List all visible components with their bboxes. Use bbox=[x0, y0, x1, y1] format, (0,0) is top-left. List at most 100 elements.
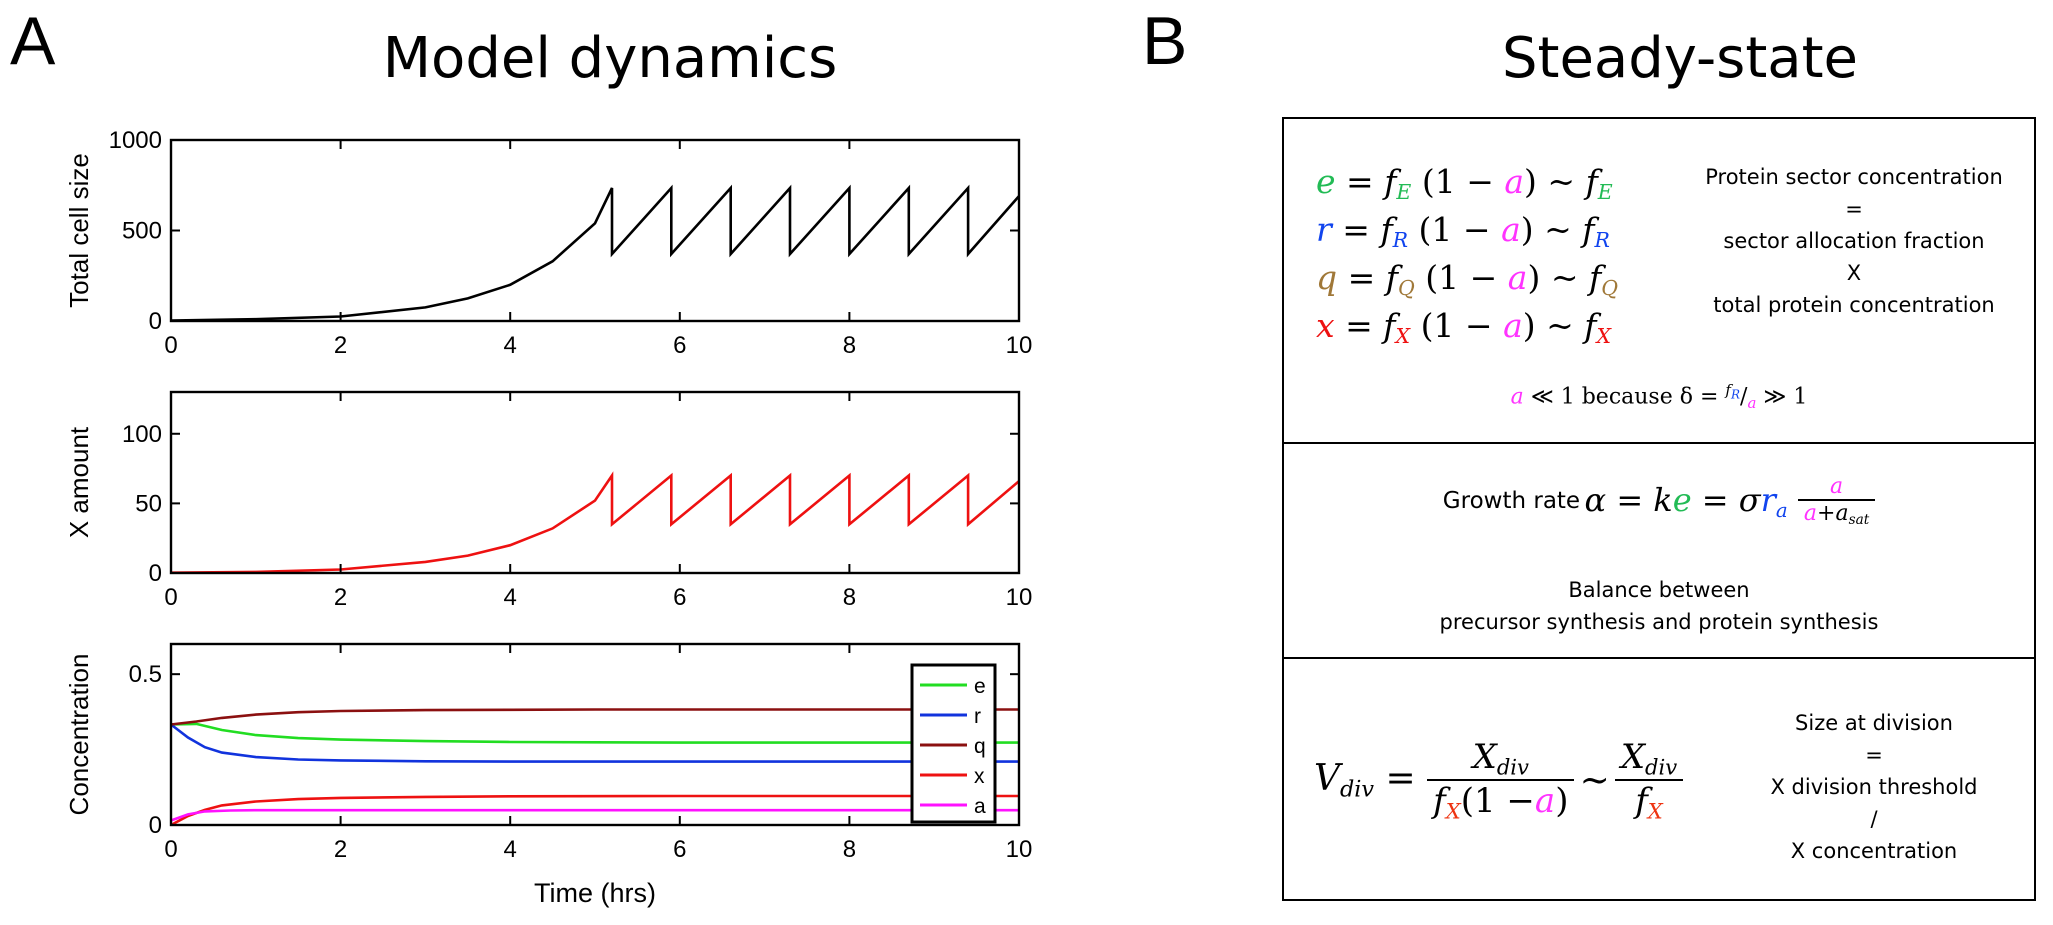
note-a-symbol: a bbox=[1510, 384, 1524, 410]
a-symbol: a bbox=[1507, 258, 1528, 298]
x-div-sub: div bbox=[1496, 754, 1529, 780]
x-tick-label: 2 bbox=[334, 836, 347, 863]
panel-b-letter: B bbox=[1142, 3, 1188, 79]
balance-line-1: Balance between bbox=[1568, 578, 1750, 602]
f-sub: E bbox=[1396, 180, 1412, 205]
growth-rate-equation: Growth rate α = ke = σra a a+asat bbox=[1284, 474, 2034, 528]
x-div-sub: div bbox=[1645, 754, 1678, 780]
note-f-symbol: f bbox=[1725, 381, 1731, 399]
den-asat: a bbox=[1835, 501, 1849, 526]
fraction-numerator: a bbox=[1797, 474, 1876, 501]
tilde-sign: ~ bbox=[1546, 306, 1574, 346]
x-tick-label: 0 bbox=[164, 584, 177, 611]
f-symbol: f bbox=[1383, 306, 1396, 346]
plot-frame bbox=[169, 390, 1021, 575]
sector-allocation-box: e = fE (1 − a) ~ fE r = fR (1 − a) ~ fR q … bbox=[1282, 117, 2036, 444]
division-desc-line: X division threshold bbox=[1770, 775, 1978, 799]
series-line-1-0 bbox=[170, 471, 1020, 574]
a-symbol: a bbox=[1504, 162, 1525, 201]
tilde-sign: ~ bbox=[1547, 162, 1576, 201]
y-axis-label: X amount bbox=[64, 426, 94, 538]
den-open: (1 − bbox=[1460, 781, 1535, 822]
division-desc-line: X concentration bbox=[1790, 839, 1958, 863]
panel-b-title: Steady-state bbox=[1501, 26, 1859, 91]
f-sub: X bbox=[1395, 324, 1411, 349]
growth-rate-prefix: Growth rate bbox=[1442, 488, 1581, 515]
y-tick-label: 0 bbox=[149, 812, 162, 839]
paren-open: (1 − bbox=[1420, 306, 1493, 346]
sector-equation-row: r = fR (1 − a) ~ fR bbox=[1316, 211, 1618, 259]
equals-sign: = bbox=[1346, 162, 1374, 201]
division-size-box: Vdiv = Xdiv fX(1 −a) ~ Xdiv fX Size at d… bbox=[1282, 657, 2036, 901]
y-tick-label: 0 bbox=[149, 560, 162, 587]
a-symbol: a bbox=[1503, 306, 1523, 346]
panel-a-title: Model dynamics bbox=[382, 26, 838, 91]
k-symbol: k bbox=[1653, 480, 1673, 519]
paren-open: (1 − bbox=[1421, 162, 1494, 201]
note-end: ≫ 1 bbox=[1763, 384, 1808, 410]
den-asat-sub: sat bbox=[1848, 512, 1870, 529]
sigma-symbol: σ bbox=[1738, 480, 1761, 519]
series-line-r bbox=[170, 723, 1019, 763]
sector-desc-line: total protein concentration bbox=[1713, 293, 1995, 317]
assumption-note: a ≪ 1 because δ = fR/a ≫ 1 bbox=[1284, 381, 2034, 412]
paren-close: ) bbox=[1520, 210, 1534, 250]
x-tick-label: 8 bbox=[843, 584, 856, 611]
f-symbol: f bbox=[1589, 258, 1602, 298]
e-symbol: e bbox=[1672, 480, 1692, 519]
y-axis-label: Concentration bbox=[64, 654, 94, 816]
legend-label-a: a bbox=[974, 795, 986, 818]
x-tick-label: 6 bbox=[673, 584, 686, 611]
f-sub: R bbox=[1392, 228, 1409, 253]
equals-sign: = bbox=[1385, 757, 1416, 799]
series-line-q bbox=[170, 708, 1019, 726]
y-tick-label: 50 bbox=[135, 490, 162, 517]
sector-variable: q bbox=[1316, 258, 1338, 298]
series-line-a bbox=[170, 808, 1019, 822]
plot-frame bbox=[169, 642, 1021, 827]
saturation-fraction: a a+asat bbox=[1797, 474, 1876, 529]
sector-desc-line: Protein sector concentration bbox=[1705, 165, 2003, 189]
f-sub: R bbox=[1594, 228, 1610, 253]
equals-sign: = bbox=[1701, 480, 1729, 519]
r-symbol: r bbox=[1760, 480, 1776, 519]
tilde-sign: ~ bbox=[1544, 210, 1572, 250]
balance-line-2: precursor synthesis and protein synthesi… bbox=[1439, 610, 1879, 634]
den-a-symbol: a bbox=[1534, 781, 1556, 822]
equals-sign: = bbox=[1345, 306, 1373, 346]
sector-equation-row: e = fE (1 − a) ~ fE bbox=[1316, 163, 1618, 211]
f-symbol: f bbox=[1385, 258, 1398, 298]
x-tick-label: 10 bbox=[1006, 332, 1033, 359]
f-sub: X bbox=[1596, 324, 1612, 349]
x-tick-label: 4 bbox=[504, 584, 517, 611]
f-sub: X bbox=[1647, 798, 1663, 824]
sector-description: Protein sector concentration = sector al… bbox=[1684, 161, 2024, 321]
f-sub: Q bbox=[1398, 276, 1415, 301]
x-tick-label: 10 bbox=[1006, 584, 1033, 611]
f-symbol: f bbox=[1433, 781, 1446, 822]
legend-label-q: q bbox=[974, 735, 986, 758]
x-tick-label: 2 bbox=[334, 332, 347, 359]
den-close: ) bbox=[1555, 781, 1569, 822]
x-div-symbol: X bbox=[1472, 737, 1497, 777]
paren-close: ) bbox=[1527, 258, 1541, 298]
note-slash: / bbox=[1740, 384, 1748, 410]
y-tick-label: 0 bbox=[149, 308, 162, 335]
x-tick-label: 0 bbox=[164, 836, 177, 863]
y-tick-label: 100 bbox=[122, 421, 162, 448]
panel-a-letter: A bbox=[10, 3, 56, 79]
equals-sign: = bbox=[1342, 210, 1370, 250]
note-a2-symbol: a bbox=[1747, 393, 1757, 412]
den-a: a bbox=[1803, 501, 1818, 526]
f-sub: E bbox=[1597, 180, 1613, 205]
a-symbol: a bbox=[1501, 210, 1521, 250]
f-sub: X bbox=[1445, 798, 1461, 824]
y-tick-label: 0.5 bbox=[129, 661, 162, 688]
division-fraction-1: Xdiv fX(1 −a) bbox=[1427, 737, 1575, 824]
f-symbol: f bbox=[1384, 162, 1397, 201]
y-tick-label: 1000 bbox=[109, 127, 162, 154]
f-symbol: f bbox=[1584, 306, 1597, 346]
division-desc-line: / bbox=[1870, 807, 1878, 831]
x-tick-label: 6 bbox=[673, 836, 686, 863]
x-div-symbol: X bbox=[1620, 737, 1646, 777]
